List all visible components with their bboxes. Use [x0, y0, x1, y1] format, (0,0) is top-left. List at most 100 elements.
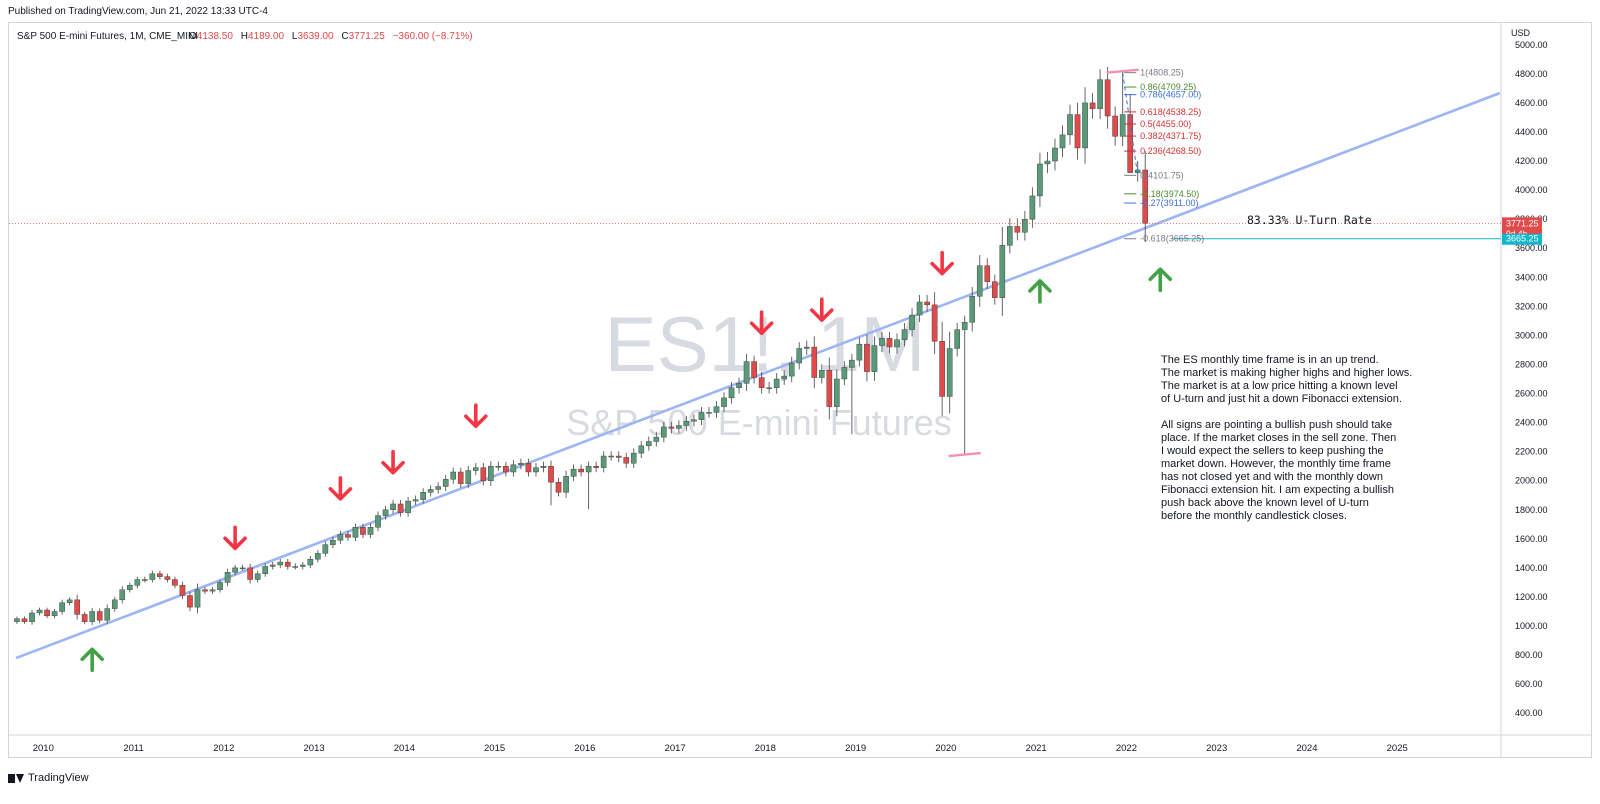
candle	[14, 616, 20, 624]
time-tick-label: 2013	[304, 743, 325, 754]
fib-level-label: 0(4101.75)	[1140, 170, 1184, 180]
candle	[111, 596, 118, 612]
candle	[292, 563, 299, 570]
time-tick-label: 2023	[1206, 743, 1227, 754]
fib-level-label: 0.618(4538.25)	[1140, 107, 1201, 117]
candle	[1037, 152, 1043, 208]
fib-level: 0.618(4538.25)	[1124, 107, 1201, 117]
price-scale[interactable]: USD 400.00 600.00 800.00 1000.00 1200.00 1400…	[1500, 23, 1548, 757]
candle	[630, 448, 637, 469]
candle-body	[743, 361, 750, 384]
candle	[1119, 71, 1126, 147]
candle	[134, 576, 141, 589]
candle-body	[81, 614, 88, 622]
candle-body	[1029, 195, 1036, 220]
candle	[615, 451, 622, 463]
candle-body	[736, 383, 742, 388]
candle-body	[164, 576, 171, 580]
candle	[1142, 151, 1149, 243]
low-value: 3639.00	[297, 31, 334, 42]
candle-body	[826, 370, 833, 407]
candle-body	[661, 426, 667, 438]
candle	[713, 401, 720, 418]
candle-body	[608, 455, 614, 458]
candle-body	[457, 471, 464, 484]
candle	[924, 294, 930, 312]
candle	[375, 511, 381, 532]
candle	[600, 451, 607, 473]
price-tick-label: 4000.00	[1515, 185, 1548, 195]
candle	[533, 463, 539, 477]
candle-body	[645, 441, 652, 447]
fib-level: 0.382(4371.75)	[1124, 131, 1201, 141]
candle	[330, 536, 336, 549]
arrow-head	[381, 460, 405, 475]
price-tick-label: 1800.00	[1515, 505, 1548, 515]
price-tick-label: 2800.00	[1515, 359, 1548, 369]
candle	[284, 559, 291, 570]
candle	[224, 568, 231, 586]
down-arrow-icon	[223, 525, 247, 551]
candle	[849, 353, 855, 435]
candle-body	[382, 509, 389, 516]
time-tick-label: 2014	[394, 743, 415, 754]
time-scale[interactable]: 2010 2011 2012 2013 2014 2015 2016 2017 2018 2019…	[9, 734, 1591, 754]
candle	[751, 355, 757, 384]
candle-body	[450, 471, 457, 480]
chart-frame[interactable]: ES1!, 1M S&P 500 E-mini Futures S&P 500 …	[8, 22, 1592, 758]
candle-body	[623, 457, 630, 464]
candle	[668, 421, 675, 434]
candle	[299, 561, 306, 570]
candle	[788, 356, 795, 383]
candle	[119, 586, 126, 604]
candle-body	[1142, 169, 1149, 224]
candle-body	[337, 534, 344, 541]
candle-body	[111, 599, 118, 609]
candle	[999, 227, 1006, 316]
candle-body	[879, 338, 885, 346]
candle-body	[946, 348, 953, 397]
footer[interactable]: TradingView	[8, 768, 89, 788]
candle	[322, 541, 329, 557]
fib-level-label: 0.786(4657.00)	[1140, 90, 1201, 100]
candle	[518, 458, 524, 470]
candle-body	[74, 599, 80, 615]
price-tick-label: 3600.00	[1515, 243, 1548, 253]
fib-level-label: 0.382(4371.75)	[1140, 131, 1201, 141]
note-line: All signs are pointing a bullish push sh…	[1161, 419, 1392, 431]
candle	[1104, 66, 1111, 129]
candle-body	[969, 295, 976, 323]
candle	[307, 555, 314, 569]
candle	[164, 573, 171, 583]
price-tick-label: 2200.00	[1515, 447, 1548, 457]
candle	[1127, 94, 1133, 173]
candle	[841, 361, 848, 386]
symbol-title: S&P 500 E-mini Futures, 1M, CME_MINI	[17, 31, 198, 42]
fib-level: 0.86(4709.25)	[1124, 82, 1196, 92]
candle	[1059, 125, 1066, 158]
up-arrow-icon	[80, 647, 104, 673]
trendline-layer	[15, 92, 1501, 659]
time-tick-label: 2010	[33, 743, 54, 754]
candle	[931, 292, 938, 354]
time-tick-label: 2022	[1116, 743, 1137, 754]
candle-body	[36, 609, 43, 614]
current-price-line-layer	[9, 222, 1501, 240]
candle	[608, 451, 614, 461]
candle-body	[834, 378, 840, 407]
time-tick-label: 2021	[1026, 743, 1047, 754]
candle	[758, 371, 765, 394]
price-tick-label: 800.00	[1515, 650, 1543, 660]
fibonacci-layer[interactable]: 1(4808.25) 0.86(4709.25)0.786(4657.00) 0.6…	[1122, 68, 1205, 244]
symbol-legend[interactable]: S&P 500 E-mini Futures, 1M, CME_MINI O41…	[17, 31, 473, 42]
candle-body	[352, 527, 359, 538]
fib-level: 1(4808.25)	[1124, 68, 1184, 78]
candle-body	[1044, 160, 1051, 165]
price-chart[interactable]: ES1!, 1M S&P 500 E-mini Futures S&P 500 …	[9, 23, 1591, 757]
candle-body	[811, 346, 818, 378]
top-bar: Published on TradingView.com, Jun 21, 20…	[0, 0, 1600, 22]
candle	[239, 564, 246, 571]
candle-body	[803, 346, 810, 349]
candle	[743, 353, 750, 391]
candle	[645, 436, 652, 451]
